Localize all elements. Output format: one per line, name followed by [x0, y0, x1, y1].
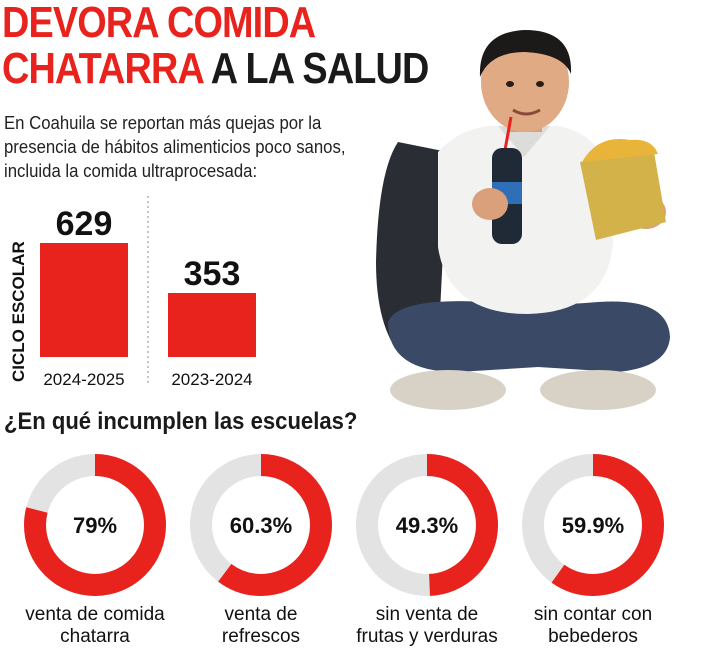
donut-label: venta de comida chatarra	[25, 604, 165, 647]
donut-percentage: 59.9%	[562, 513, 624, 538]
bar-category-label: 2024-2025	[43, 370, 124, 389]
collar-shape	[498, 126, 550, 157]
donut-percentage: 49.3%	[396, 513, 458, 538]
donut-chart: 79%	[24, 454, 166, 596]
bar-group: 629 2024-2025 353 2023-2024	[40, 205, 256, 389]
donut-slice	[356, 454, 498, 596]
headline-line1: DEVORA COMIDA	[2, 0, 316, 47]
section-question: ¿En qué incumplen las escuelas?	[4, 408, 358, 435]
intro-text: En Coahuila se reportan más quejas por l…	[4, 113, 346, 181]
donut-label: sin venta de frutas y verduras	[356, 604, 498, 647]
chips-bag	[580, 152, 666, 240]
left-eye	[506, 81, 514, 87]
bar-2023-2024	[168, 293, 256, 357]
donut-item: 49.3% sin venta de frutas y verduras	[342, 452, 512, 648]
right-shoe	[540, 370, 656, 410]
left-shoe	[390, 370, 506, 410]
shirt-shape	[438, 126, 613, 314]
donut-chart: 59.9%	[522, 454, 664, 596]
donut-item: 60.3% venta de refrescos	[176, 452, 346, 648]
right-eye	[536, 81, 544, 87]
donut-chart: 49.3%	[356, 454, 498, 596]
donut-percentage: 79%	[73, 513, 117, 538]
head-shape	[481, 32, 569, 132]
complaints-bar-chart: CICLO ESCOLAR 629 2024-2025 353 2023-2024	[9, 196, 256, 389]
legs-shape	[388, 301, 670, 372]
smile	[512, 108, 541, 116]
left-hand	[472, 188, 508, 220]
straw	[503, 116, 513, 151]
headline-dark-words: A LA SALUD	[202, 44, 430, 93]
y-axis-label: CICLO ESCOLAR	[9, 241, 28, 382]
chips	[582, 138, 658, 162]
headline-red-word: CHATARRA	[2, 44, 203, 93]
donut-slice	[24, 454, 166, 596]
bar-value-label: 629	[56, 205, 113, 243]
hair-shape	[479, 30, 572, 77]
donut-item: 59.9% sin contar con bebederos	[508, 452, 678, 648]
donut-label: venta de refrescos	[221, 604, 301, 647]
bar-category-label: 2023-2024	[171, 370, 252, 389]
donut-percentage: 60.3%	[230, 513, 292, 538]
donut-label: sin contar con bebederos	[533, 604, 653, 647]
bar-value-label: 353	[184, 255, 241, 293]
backpack-shape	[376, 142, 448, 352]
bar-2024-2025	[40, 243, 128, 357]
child-eating-junk-food-illustration	[376, 30, 670, 410]
donut-item: 79% venta de comida chatarra	[10, 452, 180, 648]
donut-slice	[522, 454, 664, 596]
donut-slice	[190, 454, 332, 596]
headline: DEVORA COMIDA CHATARRA A LA SALUD	[2, 0, 430, 93]
donut-chart: 60.3%	[190, 454, 332, 596]
